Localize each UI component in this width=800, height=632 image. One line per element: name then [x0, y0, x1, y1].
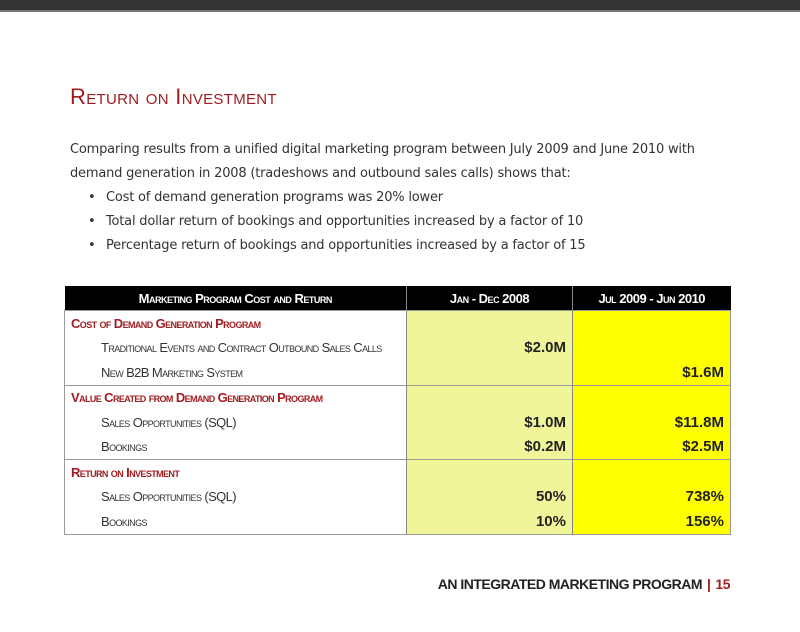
bullet-item: Total dollar return of bookings and oppo… [88, 210, 585, 234]
table-row: Sales Opportunities (SQL) $1.0M $11.8M [65, 410, 731, 435]
header-2010: Jul 2009 - Jun 2010 [572, 286, 731, 311]
row-label: Traditional Events and Contract Outbound… [101, 340, 382, 356]
bullet-item: Percentage return of bookings and opport… [88, 234, 586, 258]
value-2010: $1.6M [572, 360, 731, 385]
row-label: Sales Opportunities (SQL) [101, 489, 237, 505]
value-2008 [406, 360, 573, 385]
section-row: Cost of Demand Generation Program [65, 310, 731, 336]
section-row: Value Created from Demand Generation Pro… [64, 384, 731, 410]
value-2008: 50% [406, 484, 573, 509]
section-label: Value Created from Demand Generation Pro… [64, 384, 407, 410]
roi-table: Marketing Program Cost and Return Jan - … [64, 286, 731, 535]
value-2008: $2.0M [406, 335, 573, 360]
page-title: Return on Investment [70, 84, 277, 109]
table-row: New B2B Marketing System $1.6M [65, 360, 731, 385]
table-row: Bookings 10% 156% [65, 509, 731, 534]
row-label: New B2B Marketing System [101, 364, 243, 380]
section-row: Return on Investment [64, 459, 731, 485]
intro-paragraph: Comparing results from a unified digital… [70, 142, 695, 181]
page-footer: AN INTEGRATED MARKETING PROGRAM | 15 [437, 576, 731, 592]
footer-text: AN INTEGRATED MARKETING PROGRAM [437, 576, 703, 592]
value-2008: 10% [406, 509, 573, 534]
row-label: Sales Opportunities (SQL) [101, 414, 237, 430]
row-label: Bookings [101, 513, 147, 529]
value-2010 [572, 335, 731, 360]
footer-separator: | [707, 576, 711, 592]
section-label: Cost of Demand Generation Program [71, 315, 261, 331]
header-2008: Jan - Dec 2008 [406, 286, 573, 311]
value-2008: $1.0M [406, 410, 573, 435]
table-row: Traditional Events and Contract Outbound… [65, 335, 731, 360]
page-number: 15 [715, 576, 730, 592]
section-label: Return on Investment [64, 459, 407, 485]
value-2010: $11.8M [572, 410, 731, 435]
viewer-top-bar [0, 0, 800, 12]
table-row: Sales Opportunities (SQL) 50% 738% [65, 484, 731, 509]
bullet-list: Cost of demand generation programs was 2… [88, 186, 586, 258]
value-2010: 738% [572, 484, 731, 509]
value-2008: $0.2M [406, 434, 573, 460]
value-2010: 156% [572, 509, 731, 534]
bullet-item: Cost of demand generation programs was 2… [88, 186, 585, 210]
row-label: Bookings [101, 439, 147, 455]
table-row: Bookings $0.2M $2.5M [65, 434, 731, 460]
value-2010: $2.5M [572, 434, 731, 460]
header-label: Marketing Program Cost and Return [64, 286, 407, 311]
